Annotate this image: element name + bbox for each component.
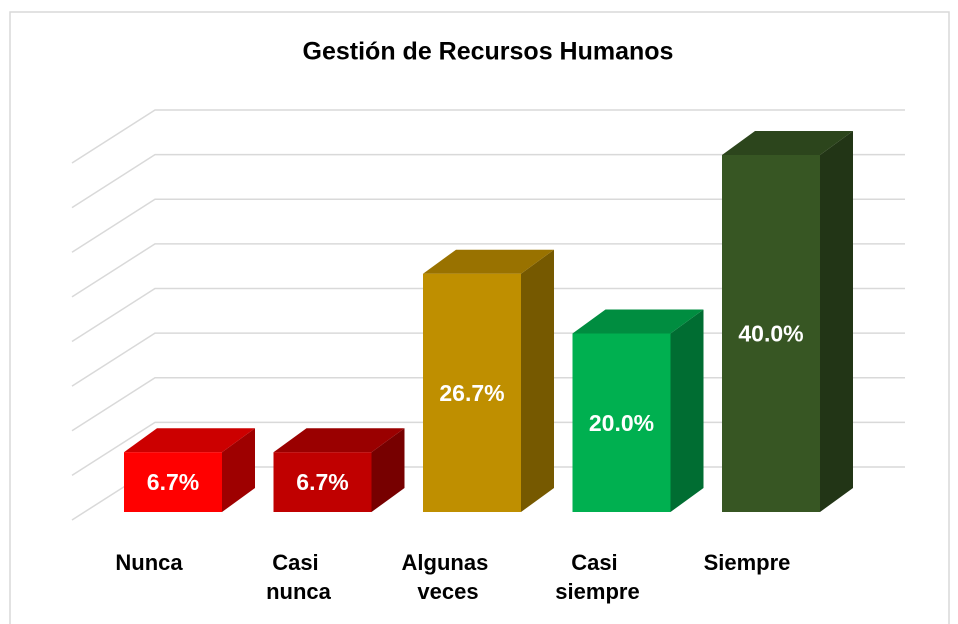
grid-line xyxy=(71,153,905,209)
bar xyxy=(124,428,255,512)
value-label: 26.7% xyxy=(439,380,504,406)
bar-side xyxy=(222,428,255,512)
value-label: 6.7% xyxy=(296,469,348,495)
bar-front xyxy=(273,452,372,512)
bar xyxy=(273,428,405,512)
grid-line xyxy=(71,243,905,298)
bar-front xyxy=(572,333,671,512)
grid-line xyxy=(71,287,905,343)
bar xyxy=(423,249,554,512)
x-tick-label: Siempre xyxy=(704,550,791,575)
bar-front xyxy=(722,155,820,512)
x-tick-label: Casi siempre xyxy=(555,550,639,604)
bar-side xyxy=(820,131,853,512)
bar-front xyxy=(423,273,521,512)
grid-line xyxy=(71,109,905,164)
bar-side xyxy=(521,249,554,512)
chart-title: Gestión de Recursos Humanos xyxy=(303,38,674,66)
x-tick-label: Nunca xyxy=(115,550,183,575)
bar xyxy=(722,131,853,512)
bar-top xyxy=(273,428,405,453)
bar-top xyxy=(423,249,554,274)
bar-top xyxy=(572,309,704,334)
x-tick-label: Casi nunca xyxy=(266,550,332,604)
value-label: 20.0% xyxy=(589,410,654,436)
x-tick-label: Algunas veces xyxy=(402,550,495,604)
bar xyxy=(572,309,704,512)
bar-side xyxy=(371,428,405,512)
grid-line xyxy=(71,198,905,253)
bar-side xyxy=(670,309,704,512)
value-label: 40.0% xyxy=(738,321,803,347)
bar-front xyxy=(124,452,222,512)
bar-top xyxy=(124,428,255,453)
value-label: 6.7% xyxy=(147,469,199,495)
bar-top xyxy=(722,131,853,155)
